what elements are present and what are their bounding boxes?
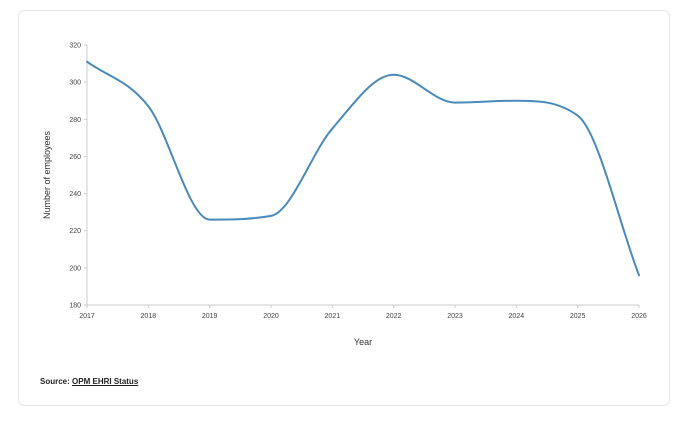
y-tick-label: 280 xyxy=(69,117,81,124)
x-tick-label: 2022 xyxy=(386,313,402,320)
x-tick-label: 2018 xyxy=(141,313,157,320)
y-tick-label: 240 xyxy=(69,191,81,198)
y-tick-label: 300 xyxy=(69,80,81,87)
y-tick-label: 220 xyxy=(69,228,81,235)
y-tick-label: 320 xyxy=(69,43,81,50)
series xyxy=(86,60,640,277)
chart-card xyxy=(18,10,670,406)
y-axis: 180 200 220 240 260 280 300 320 xyxy=(69,43,88,310)
y-axis-title: Number of employees xyxy=(42,130,52,219)
x-tick-label: 2020 xyxy=(263,313,279,320)
source-link[interactable]: OPM EHRI Status xyxy=(72,377,139,386)
source-label: Source: xyxy=(40,377,70,386)
x-tick-label: 2026 xyxy=(631,313,647,320)
y-tick-label: 200 xyxy=(69,265,81,272)
x-axis-title: Year xyxy=(354,337,372,347)
x-tick-label: 2021 xyxy=(325,313,341,320)
source-note: Source: OPM EHRI Status xyxy=(40,377,138,386)
x-tick-label: 2025 xyxy=(570,313,586,320)
x-tick-label: 2017 xyxy=(79,313,95,320)
y-tick-label: 260 xyxy=(69,154,81,161)
x-tick-label: 2024 xyxy=(509,313,525,320)
x-tick-label: 2023 xyxy=(447,313,463,320)
x-tick-label: 2019 xyxy=(202,313,218,320)
y-tick-label: 180 xyxy=(69,303,81,310)
x-axis: 2017 2018 2019 2020 2021 2022 2023 2024 2025 2026 xyxy=(79,304,647,320)
series-line xyxy=(86,60,640,277)
